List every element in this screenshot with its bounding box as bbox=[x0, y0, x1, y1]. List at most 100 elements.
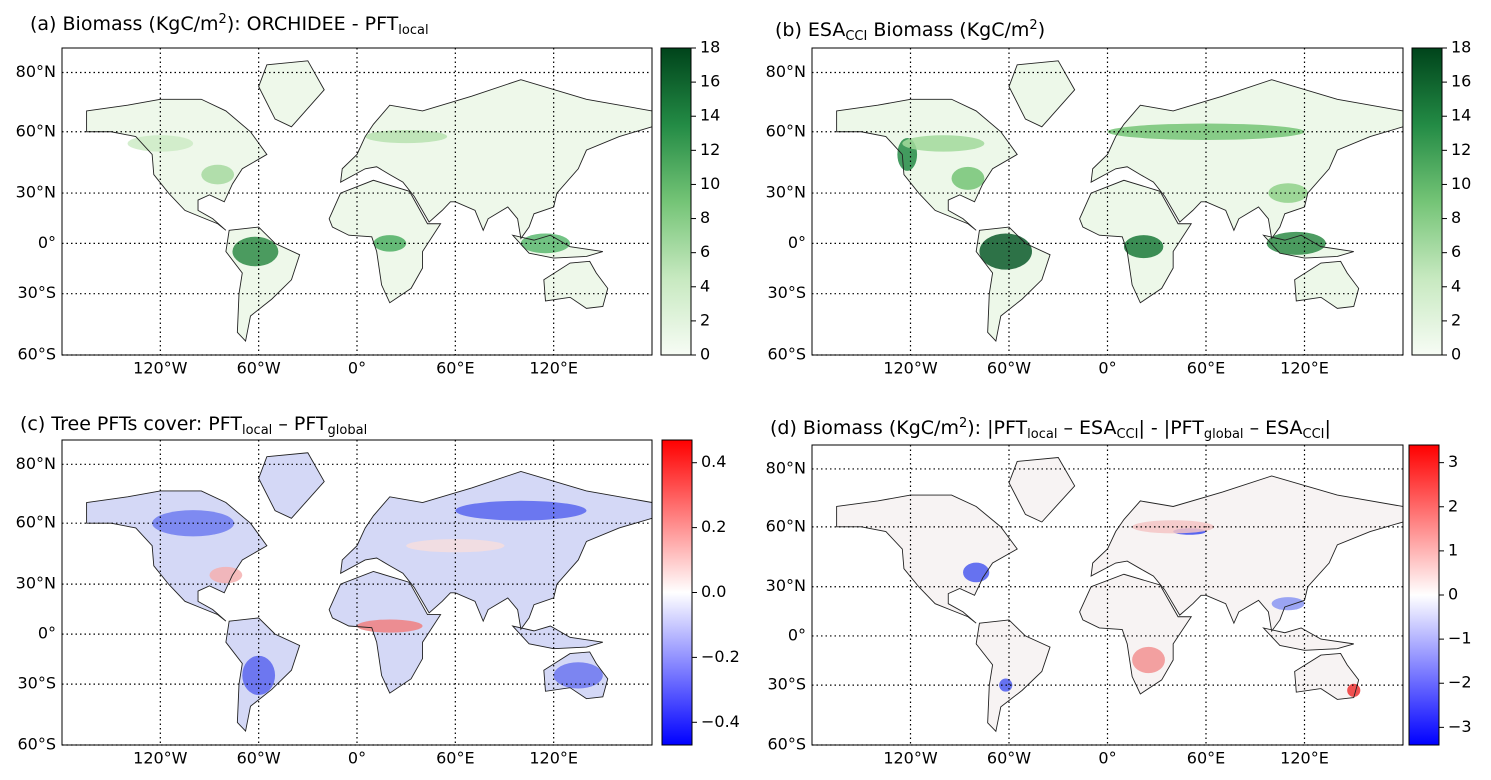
coastline bbox=[86, 98, 268, 231]
coastline bbox=[1294, 260, 1360, 309]
title-sup: 2 bbox=[959, 416, 967, 431]
lat-tick-label: 0° bbox=[38, 624, 56, 643]
lat-tick-label: 30°S bbox=[17, 674, 56, 693]
lat-tick-label: 60°S bbox=[767, 345, 806, 364]
coastline bbox=[1090, 79, 1403, 240]
colorbar-tick-label: 12 bbox=[1451, 140, 1471, 159]
colorbar-tick-label: 8 bbox=[1451, 208, 1461, 227]
lat-tick-label: 30°S bbox=[767, 283, 806, 302]
data-field bbox=[951, 166, 985, 190]
coastline bbox=[975, 619, 1051, 733]
colorbar-tick-label: 12 bbox=[700, 140, 720, 159]
lon-tick-label: 60°W bbox=[987, 359, 1031, 378]
data-field bbox=[1123, 235, 1164, 259]
coastline bbox=[1008, 457, 1076, 523]
land bbox=[976, 619, 1051, 732]
colorbar-tick-label: −3 bbox=[1448, 717, 1472, 736]
data-field bbox=[365, 129, 448, 144]
map-frame bbox=[811, 444, 1404, 746]
data-field bbox=[455, 500, 587, 521]
map-panel: (a) Biomass (KgC/m2): ORCHIDEE - PFTloca… bbox=[16, 12, 721, 378]
colorbar-tick-label: 3 bbox=[1448, 452, 1458, 471]
title-text: – PFT bbox=[272, 413, 328, 435]
colorbar-tick-label: 2 bbox=[700, 310, 710, 329]
title-sub: global bbox=[328, 423, 368, 438]
land bbox=[1091, 475, 1403, 632]
colorbar bbox=[1408, 444, 1440, 746]
lat-tick-label: 30°S bbox=[767, 675, 806, 694]
colorbar-tick-label: 14 bbox=[1451, 106, 1471, 125]
title-sub: CCI bbox=[1303, 427, 1325, 442]
lon-tick-label: 60°W bbox=[987, 749, 1031, 768]
coastline bbox=[511, 234, 603, 259]
title-sub: CCI bbox=[1116, 427, 1138, 442]
data-field bbox=[201, 164, 235, 185]
data-field bbox=[357, 619, 423, 633]
lon-tick-label: 120°E bbox=[1280, 359, 1329, 378]
lat-tick-label: 60°N bbox=[16, 121, 56, 140]
colorbar-tick-label: 16 bbox=[1451, 72, 1471, 91]
lat-tick-label: 80°N bbox=[766, 458, 806, 477]
lat-tick-label: 30°N bbox=[16, 574, 56, 593]
lon-tick-label: 60°E bbox=[436, 749, 474, 768]
coastline bbox=[340, 471, 652, 631]
coastline bbox=[328, 179, 442, 304]
land bbox=[1009, 60, 1075, 127]
data-field bbox=[209, 566, 243, 584]
colorbar-tick-label: 1 bbox=[1448, 540, 1458, 559]
map-panel: (b) ESACCI Biomass (KgC/m2)60°S30°S0°30°… bbox=[766, 18, 1472, 378]
lon-tick-label: 120°E bbox=[529, 359, 578, 378]
title-sup: 2 bbox=[219, 12, 227, 27]
title-text: | bbox=[1325, 417, 1331, 439]
lon-tick-label: 0° bbox=[348, 359, 366, 378]
title-sub: local bbox=[1027, 427, 1057, 442]
data-field bbox=[373, 235, 407, 252]
lat-tick-label: 0° bbox=[788, 233, 806, 252]
colorbar-tick-label: 10 bbox=[700, 174, 720, 193]
panel-title: (c) Tree PFTs cover: PFTlocal – PFTgloba… bbox=[20, 413, 367, 438]
colorbar-tick-label: −0.2 bbox=[701, 647, 740, 666]
lon-tick-label: 60°E bbox=[1187, 359, 1225, 378]
colorbar-tick-label: 0.0 bbox=[701, 582, 726, 601]
land bbox=[836, 495, 1018, 624]
data-field bbox=[1268, 183, 1308, 203]
data-field bbox=[963, 562, 990, 583]
lon-tick-label: 60°E bbox=[1187, 749, 1225, 768]
coastline bbox=[328, 570, 442, 694]
coastline bbox=[225, 617, 301, 733]
data-field bbox=[232, 236, 279, 267]
map-frame bbox=[61, 47, 653, 356]
lat-tick-label: 30°S bbox=[17, 283, 56, 302]
title-sub: local bbox=[398, 23, 428, 38]
land bbox=[340, 79, 652, 239]
colorbar-tick-label: 16 bbox=[700, 72, 720, 91]
coastline bbox=[1079, 573, 1193, 695]
panel-title: (a) Biomass (KgC/m2): ORCHIDEE - PFTloca… bbox=[30, 12, 429, 38]
title-text: ): ORCHIDEE - PFT bbox=[227, 13, 399, 35]
panel-title: (b) ESACCI Biomass (KgC/m2) bbox=[775, 18, 1045, 44]
title-text: | - |PFT bbox=[1138, 417, 1204, 439]
lon-tick-label: 120°E bbox=[529, 749, 578, 768]
map-panel: (d) Biomass (KgC/m2): |PFTlocal – ESACCI… bbox=[766, 416, 1472, 768]
colorbar-tick-label: 6 bbox=[1451, 242, 1461, 261]
lon-tick-label: 0° bbox=[348, 749, 366, 768]
colorbar-tick-label: 4 bbox=[1451, 276, 1461, 295]
coastline bbox=[1262, 234, 1354, 259]
title-sup: 2 bbox=[1029, 18, 1037, 33]
map-frame bbox=[61, 439, 653, 746]
data-field bbox=[520, 233, 571, 254]
colorbar-tick-label: −2 bbox=[1448, 673, 1472, 692]
coastline bbox=[86, 490, 268, 622]
coastline bbox=[258, 452, 325, 519]
colorbar-tick-label: 2 bbox=[1451, 310, 1461, 329]
land bbox=[836, 99, 1018, 231]
lat-tick-label: 0° bbox=[38, 233, 56, 252]
title-text: (a) Biomass (KgC/m bbox=[30, 13, 219, 35]
coastline bbox=[511, 625, 603, 650]
map-panel: (c) Tree PFTs cover: PFTlocal – PFTgloba… bbox=[16, 413, 740, 768]
coastline bbox=[975, 226, 1051, 342]
land bbox=[1091, 79, 1403, 239]
coastline bbox=[836, 494, 1018, 624]
colorbar bbox=[661, 439, 693, 746]
